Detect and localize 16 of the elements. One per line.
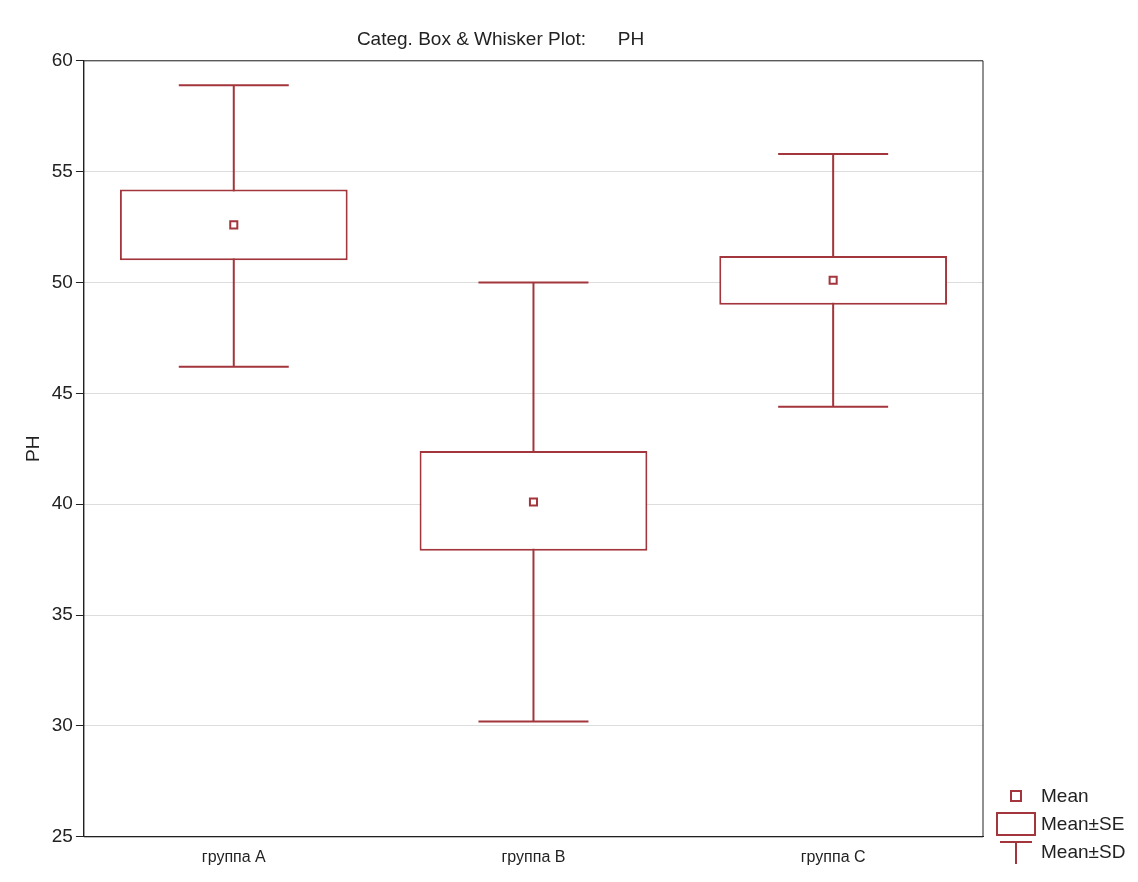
x-tick-label: группа A <box>201 847 267 865</box>
y-tick-label: 45 <box>51 381 73 403</box>
text: Mean±SE <box>1041 813 1125 835</box>
y-tick-label: 25 <box>51 825 73 847</box>
text: Mean <box>1041 785 1089 807</box>
y-tick-label: 40 <box>51 492 73 514</box>
text: Mean±SD <box>1041 841 1126 863</box>
x-tick-label: группа C <box>800 847 866 865</box>
chart-title: Categ. Box & Whisker Plot: PH <box>356 27 645 49</box>
y-tick-label: 60 <box>51 49 73 71</box>
y-tick-label: 30 <box>51 714 73 736</box>
x-tick-label: группа B <box>501 847 566 865</box>
y-tick-label: 35 <box>51 603 73 625</box>
y-tick-label: 55 <box>51 159 73 181</box>
y-axis-title: PH <box>21 435 43 462</box>
y-tick-label: 50 <box>51 270 73 292</box>
